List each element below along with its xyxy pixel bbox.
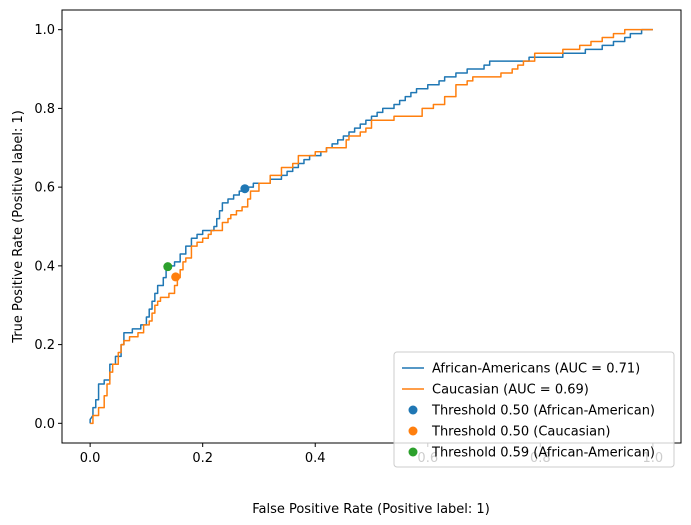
legend: African-Americans (AUC = 0.71) Caucasian … bbox=[393, 351, 675, 468]
y-tick-label: 0.0 bbox=[34, 417, 55, 432]
roc-curve-1 bbox=[90, 28, 653, 425]
plot-area bbox=[89, 28, 653, 425]
legend-point-swatch bbox=[408, 447, 418, 457]
y-tick-label: 0.6 bbox=[34, 181, 55, 196]
y-tick-label: 1.0 bbox=[34, 23, 55, 38]
roc-curve-0 bbox=[89, 28, 653, 424]
y-tick-label: 0.8 bbox=[34, 102, 55, 117]
legend-entry-label: Threshold 0.50 (Caucasian) bbox=[431, 425, 610, 440]
axes-frame bbox=[61, 9, 682, 444]
y-tick-label: 0.2 bbox=[34, 338, 55, 353]
legend-entry-label: Caucasian (AUC = 0.69) bbox=[432, 383, 589, 398]
threshold-point-4 bbox=[163, 262, 173, 272]
threshold-point-3 bbox=[171, 272, 181, 282]
y-axis-label: True Positive Rate (Positive label: 1) bbox=[11, 110, 26, 344]
threshold-point-2 bbox=[240, 184, 250, 194]
legend-entry-label: African-Americans (AUC = 0.71) bbox=[432, 362, 640, 377]
legend-entry-label: Threshold 0.59 (African-American) bbox=[431, 446, 655, 461]
x-tick-label: 0.0 bbox=[80, 451, 101, 466]
legend-box bbox=[393, 351, 675, 468]
x-axis-label: False Positive Rate (Positive label: 1) bbox=[252, 502, 490, 517]
x-tick-label: 0.4 bbox=[305, 451, 326, 466]
legend-point-swatch bbox=[408, 405, 418, 415]
legend-entry-label: Threshold 0.50 (African-American) bbox=[431, 404, 655, 419]
legend-point-swatch bbox=[408, 426, 418, 436]
x-tick-label: 0.2 bbox=[192, 451, 213, 466]
y-tick-label: 0.4 bbox=[34, 259, 55, 274]
y-axis: 0.0 0.2 0.4 0.6 0.8 1.0 bbox=[34, 23, 62, 432]
